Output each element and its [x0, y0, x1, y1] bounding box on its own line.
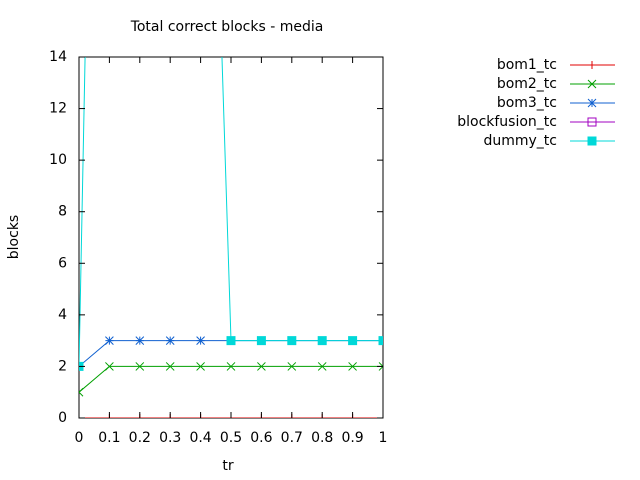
marker: [587, 136, 597, 146]
marker: [105, 336, 114, 345]
marker: [257, 362, 266, 371]
x-tick-label: 0.2: [129, 430, 151, 446]
marker: [226, 336, 236, 346]
legend-label: blockfusion_tc: [457, 114, 557, 130]
y-tick-label: 0: [58, 410, 67, 426]
x-tick-label: 1: [379, 430, 388, 446]
x-tick-label: 0.7: [281, 430, 303, 446]
y-tick-label: 12: [49, 101, 67, 117]
marker: [317, 362, 327, 371]
marker: [105, 362, 114, 371]
x-tick-label: 0.8: [311, 430, 333, 446]
marker: [587, 98, 597, 108]
marker: [196, 336, 205, 345]
plot-area: [79, 57, 383, 418]
x-axis-label: tr: [222, 458, 233, 474]
marker: [378, 336, 383, 346]
marker: [165, 336, 175, 345]
marker: [317, 336, 327, 346]
y-tick-label: 8: [58, 204, 67, 220]
y-tick-label: 6: [58, 255, 67, 271]
plot-border: [78, 56, 384, 419]
marker: [165, 362, 175, 371]
x-tick-label: 0.6: [250, 430, 272, 446]
legend-label: dummy_tc: [483, 133, 557, 149]
marker: [196, 362, 205, 371]
series-line: [79, 365, 383, 393]
x-tick-label: 0.1: [98, 430, 120, 446]
marker: [226, 362, 236, 371]
legend-label: bom1_tc: [497, 57, 557, 73]
y-tick-label: 2: [58, 358, 67, 374]
marker: [79, 387, 84, 397]
y-tick-label: 10: [49, 152, 67, 168]
marker: [135, 362, 145, 371]
legend-label: bom3_tc: [497, 95, 557, 111]
x-tick-label: 0.3: [159, 430, 181, 446]
marker: [348, 336, 358, 346]
x-tick-label: 0.4: [189, 430, 211, 446]
y-tick-label: 14: [49, 49, 67, 65]
legend-label: bom2_tc: [497, 76, 557, 92]
chart-title: Total correct blocks - media: [130, 19, 324, 35]
x-tick-label: 0.9: [341, 430, 363, 446]
y-axis-label: blocks: [6, 215, 22, 259]
x-tick-label: 0: [75, 430, 84, 446]
y-tick-label: 4: [58, 307, 67, 323]
x-tick-label: 0.5: [220, 430, 242, 446]
marker: [256, 336, 266, 346]
marker: [348, 362, 357, 371]
marker: [587, 79, 597, 89]
marker: [135, 336, 145, 345]
marker: [287, 336, 297, 346]
marker: [287, 362, 297, 371]
marker: [588, 61, 596, 69]
marker: [378, 362, 383, 371]
marker: [587, 117, 597, 127]
series-line: [79, 57, 383, 367]
